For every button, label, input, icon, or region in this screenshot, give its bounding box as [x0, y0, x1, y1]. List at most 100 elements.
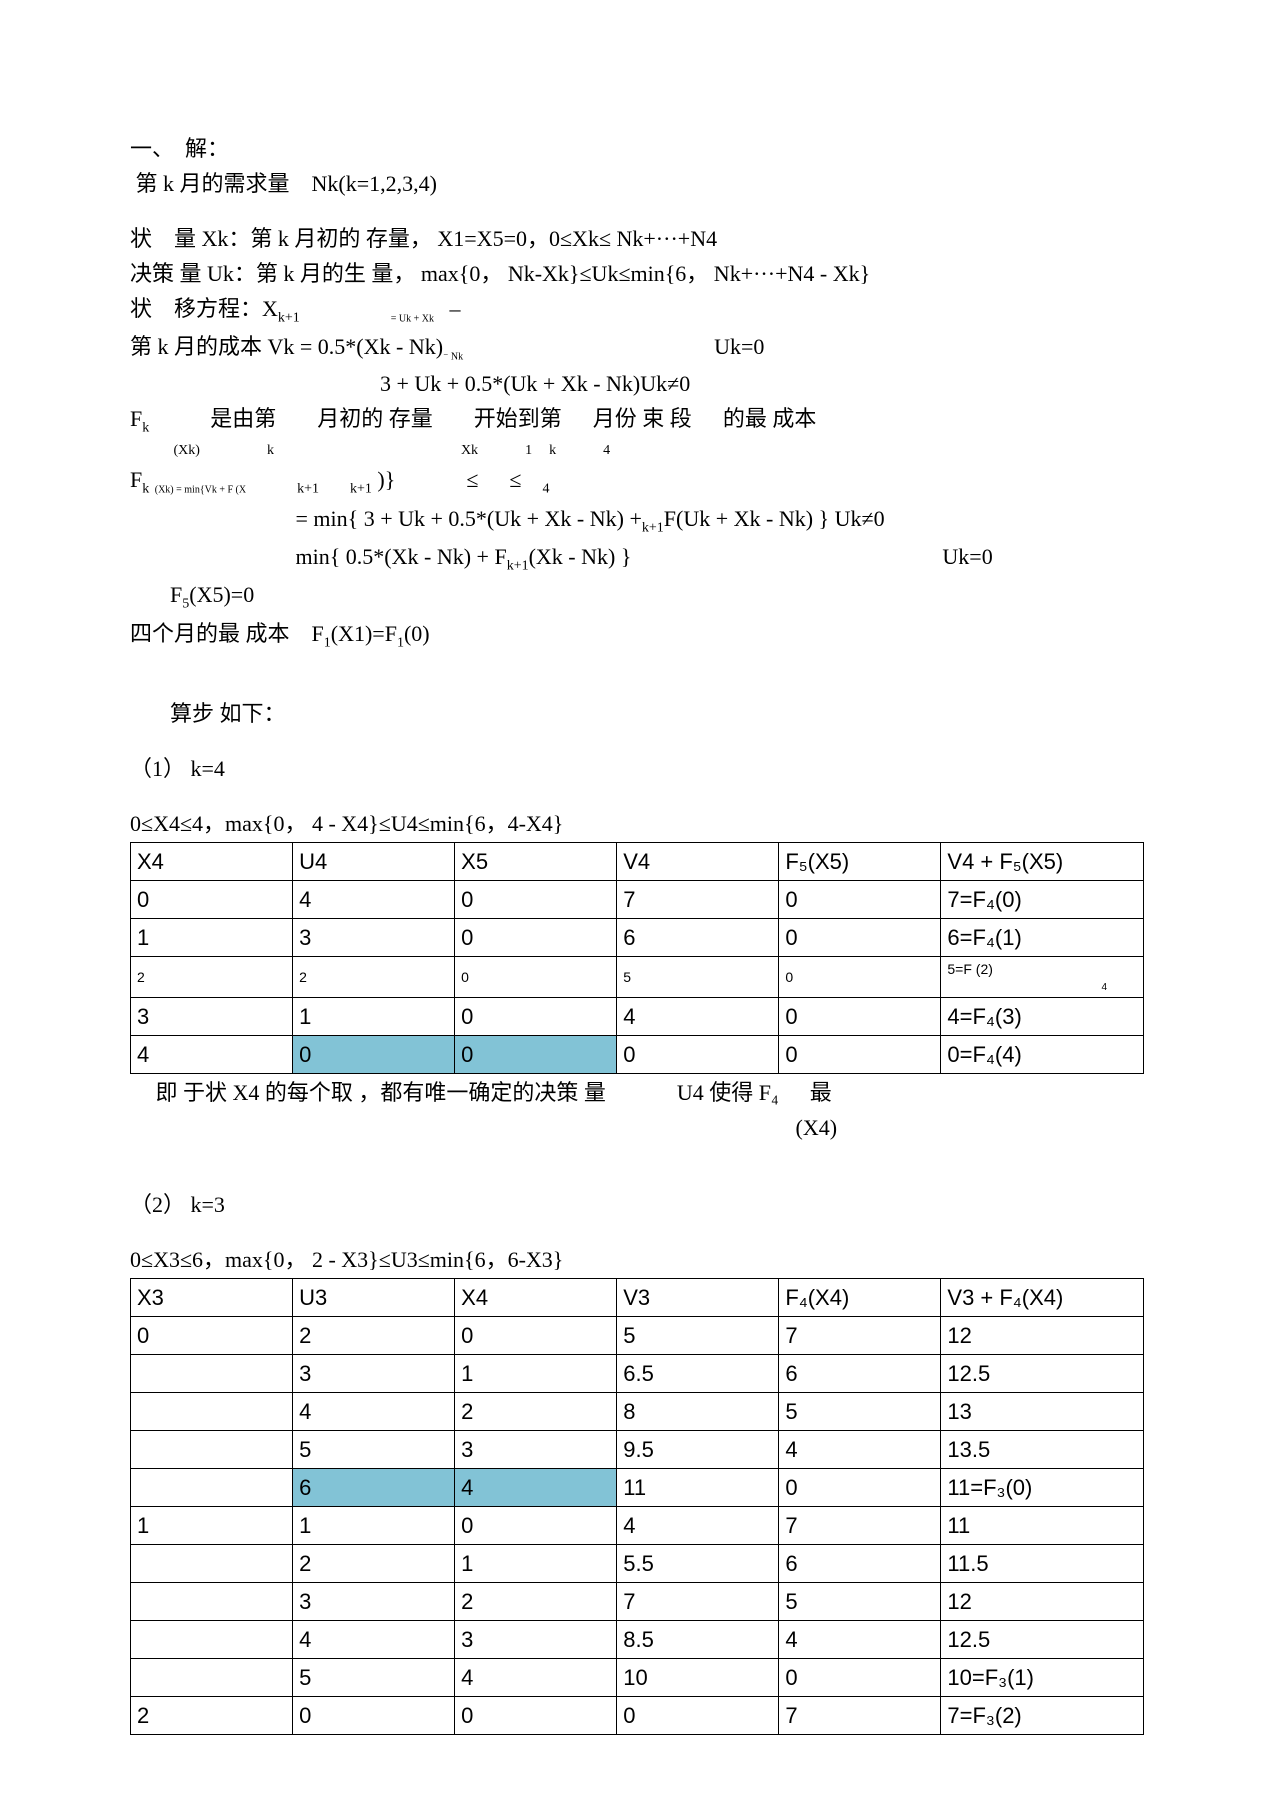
subscript: k+1 — [350, 482, 372, 497]
subscript: k+1 — [297, 482, 319, 497]
th: V3 + F₄(X4) — [941, 1279, 1144, 1317]
table-cell: 4 — [293, 881, 455, 919]
table-cell: 6 — [779, 1355, 941, 1393]
table-cell: 0 — [617, 1036, 779, 1074]
table-cell: 5.5 — [617, 1545, 779, 1583]
table-row: 1104711 — [131, 1507, 1144, 1545]
paragraph: min{ 0.5*(Xk - Nk) + Fk+1(Xk - Nk) } Uk=… — [130, 540, 1144, 576]
text: (Xk - Nk) } — [529, 544, 632, 569]
subscript: 1 — [324, 635, 331, 650]
table-cell: 12.5 — [941, 1355, 1144, 1393]
table-cell: 0 — [455, 881, 617, 919]
table-cell — [131, 1393, 293, 1431]
table-cell: 0 — [455, 957, 617, 998]
table-cell: 2 — [455, 1583, 617, 1621]
paragraph: 第 k 月的成本 Vk = 0.5*(Xk - Nk)⁻ Nk Uk=0 — [130, 330, 1144, 364]
table-cell: 13 — [941, 1393, 1144, 1431]
table-cell: 8.5 — [617, 1621, 779, 1659]
table-cell: 12 — [941, 1583, 1144, 1621]
subscript: k+1 — [642, 520, 664, 535]
table-cell: 7 — [617, 881, 779, 919]
text: (X5)=0 — [189, 582, 254, 607]
table-cell — [131, 1355, 293, 1393]
subscript: k+1 — [507, 558, 529, 573]
text: Uk=0 — [942, 544, 992, 569]
table-cell: 0 — [779, 881, 941, 919]
paragraph-sub: (Xk) k Xk 1 k 4 — [130, 440, 1144, 461]
paragraph: 即 于状 X4 的每个取 ，都有唯一确定的决策 量 U4 使得 F₄ 最 — [130, 1076, 1144, 1109]
table-cell: 0 — [455, 1507, 617, 1545]
table-cell: 3 — [131, 998, 293, 1036]
subscript: k+1 — [278, 310, 300, 325]
table-cell: 7 — [779, 1697, 941, 1735]
table-cell: 0 — [617, 1697, 779, 1735]
subscript: k — [142, 482, 149, 497]
table-cell: 0 — [779, 998, 941, 1036]
text: k — [549, 443, 556, 458]
table-cell: 0 — [131, 881, 293, 919]
table-header-row: X3 U3 X4 V3 F₄(X4) V3 + F₄(X4) — [131, 1279, 1144, 1317]
text: )} — [377, 467, 395, 492]
paragraph: 状 移方程：Xk+1 = Uk + Xk – - Nk — [130, 292, 1144, 328]
text: 的最 成本 — [723, 406, 817, 431]
table-cell: 2 — [131, 1697, 293, 1735]
th: V3 — [617, 1279, 779, 1317]
table-cell: 5 — [293, 1431, 455, 1469]
paragraph: 0≤X3≤6，max{0， 2 - X3}≤U3≤min{6，6-X3} — [130, 1243, 1144, 1276]
table-cell: 4 — [617, 1507, 779, 1545]
paragraph: （1） k=4 — [130, 752, 1144, 785]
text: = min{ 3 + Uk + 0.5*(Uk + Xk - Nk) + — [296, 506, 642, 531]
text: 4 — [603, 443, 610, 458]
table-cell: 4=F₄(3) — [941, 998, 1144, 1036]
table-cell: 4 — [131, 1036, 293, 1074]
text: ≤ — [466, 467, 478, 492]
paragraph: (X4) — [130, 1111, 1144, 1144]
text: 状 移方程：X — [130, 296, 278, 321]
table-cell — [131, 1431, 293, 1469]
table-cell: 2 — [293, 957, 455, 998]
th: X5 — [455, 843, 617, 881]
text: 月初的 存量 — [317, 406, 433, 431]
table-cell: 11.5 — [941, 1545, 1144, 1583]
table-row: 130606=F₄(1) — [131, 919, 1144, 957]
text: ≤ — [509, 467, 521, 492]
th: V4 — [617, 843, 779, 881]
paragraph: F5(X5)=0 — [130, 578, 1144, 614]
table-cell: 0 — [779, 1469, 941, 1507]
text: Xk — [461, 443, 478, 458]
table-cell: 2 — [293, 1317, 455, 1355]
text: 第 k 月的成本 Vk = 0.5*(Xk - Nk) — [130, 334, 443, 359]
table-cell: 6.5 — [617, 1355, 779, 1393]
table-cell: 5=F (2)4 — [941, 957, 1144, 998]
subscript: k — [142, 420, 149, 435]
table-cell: 4 — [779, 1621, 941, 1659]
text: F — [130, 467, 142, 492]
table-cell — [131, 1621, 293, 1659]
table-cell: 10=F₃(1) — [941, 1659, 1144, 1697]
table-cell: 0 — [455, 998, 617, 1036]
table-cell: 4 — [779, 1431, 941, 1469]
th: X4 — [455, 1279, 617, 1317]
table-cell: 12 — [941, 1317, 1144, 1355]
table-cell: 0 — [779, 919, 941, 957]
table-cell: 7 — [779, 1507, 941, 1545]
th: U4 — [293, 843, 455, 881]
table-cell: 0 — [293, 1036, 455, 1074]
table-cell: 0 — [779, 957, 941, 998]
subscript: 1 — [397, 635, 404, 650]
table-cell — [131, 1545, 293, 1583]
table-row: 200077=F₃(2) — [131, 1697, 1144, 1735]
table-cell: 5 — [617, 1317, 779, 1355]
text: (X1)=F — [331, 621, 397, 646]
table-row: 539.5413.5 — [131, 1431, 1144, 1469]
tiny-text: = Uk + Xk — [391, 313, 434, 324]
table-cell: 5 — [617, 957, 779, 998]
table-row: 438.5412.5 — [131, 1621, 1144, 1659]
th: F₄(X4) — [779, 1279, 941, 1317]
table-cell: 2 — [131, 957, 293, 998]
table-cell — [131, 1659, 293, 1697]
th: U3 — [293, 1279, 455, 1317]
table-cell: 10 — [617, 1659, 779, 1697]
table-cell: 5 — [779, 1583, 941, 1621]
table-row: 220505=F (2)4 — [131, 957, 1144, 998]
